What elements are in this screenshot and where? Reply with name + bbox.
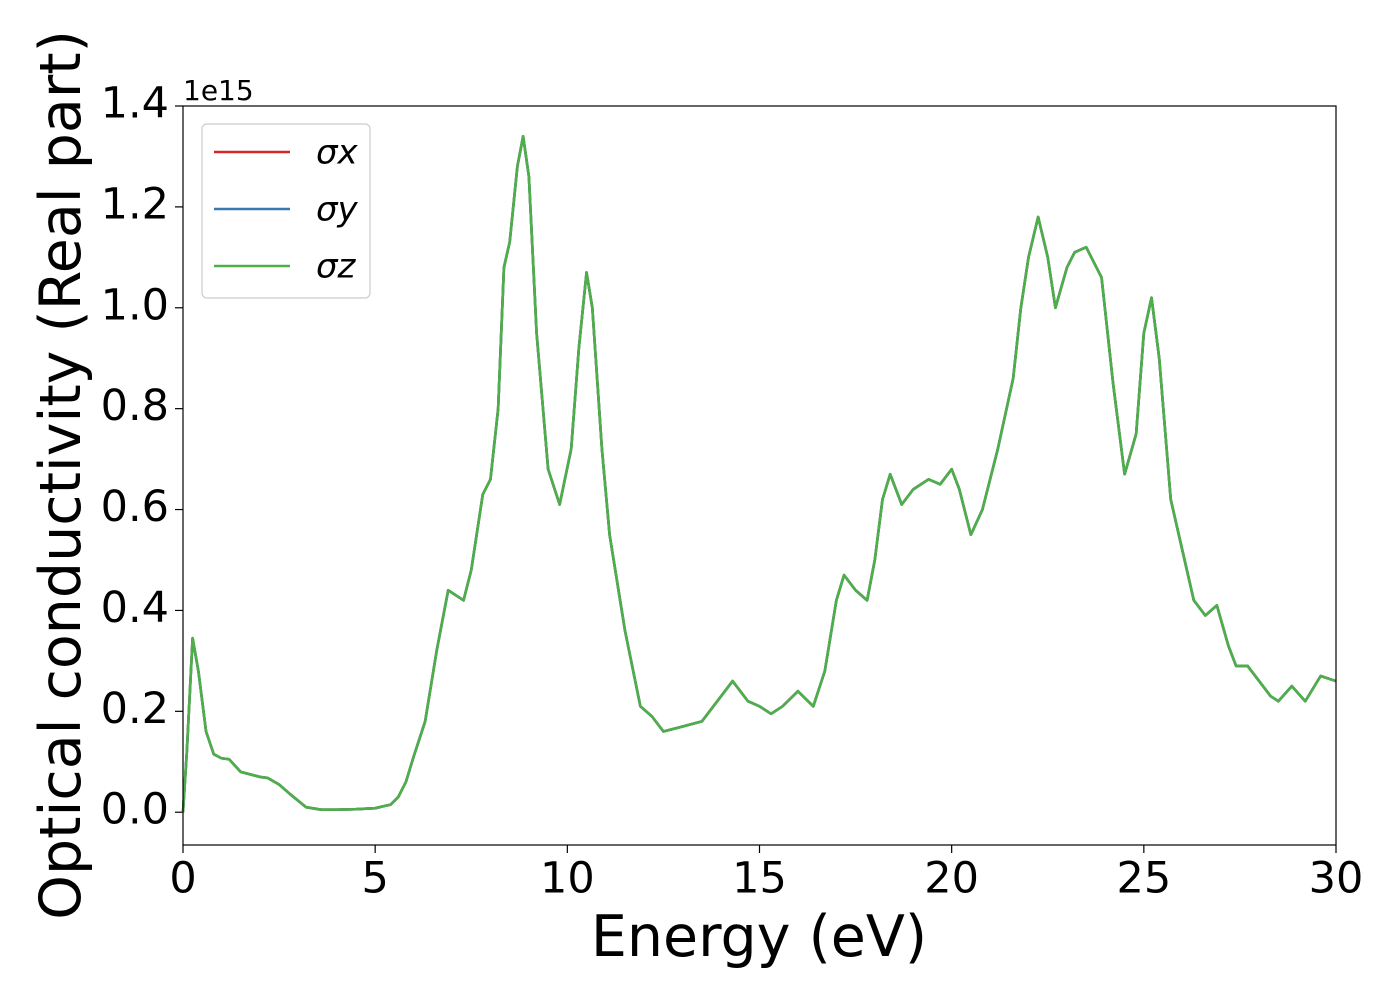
legend-label: σx: [316, 133, 359, 173]
y-tick-label: 0.8: [101, 381, 169, 431]
x-tick-label: 10: [540, 854, 595, 904]
legend-label: σy: [316, 190, 359, 230]
x-tick-label: 30: [1309, 854, 1364, 904]
y-tick-label: 1.4: [101, 79, 169, 129]
series-line: [181, 134, 1337, 813]
x-tick-label: 15: [732, 854, 787, 904]
y-tick-label: 0.2: [101, 684, 169, 734]
y-offset-label: 1e15: [183, 74, 254, 107]
y-tick-label: 1.0: [101, 280, 169, 330]
x-tick-label: 20: [924, 854, 979, 904]
legend-label: σz: [316, 247, 357, 287]
legend-box: [201, 123, 371, 299]
x-axis-label: Energy (eV): [591, 904, 927, 970]
x-tick-label: 25: [1116, 854, 1171, 904]
y-tick-label: 0.6: [101, 482, 169, 532]
y-tick-label: 0.4: [101, 583, 169, 633]
y-tick-label: 1.2: [101, 179, 169, 229]
plot-frame: [182, 105, 1337, 846]
y-axis-label: Optical conductivity (Real part): [28, 30, 94, 920]
y-tick-label: 0.0: [101, 785, 169, 835]
x-tick-label: 0: [169, 854, 196, 904]
x-tick-label: 5: [361, 854, 388, 904]
